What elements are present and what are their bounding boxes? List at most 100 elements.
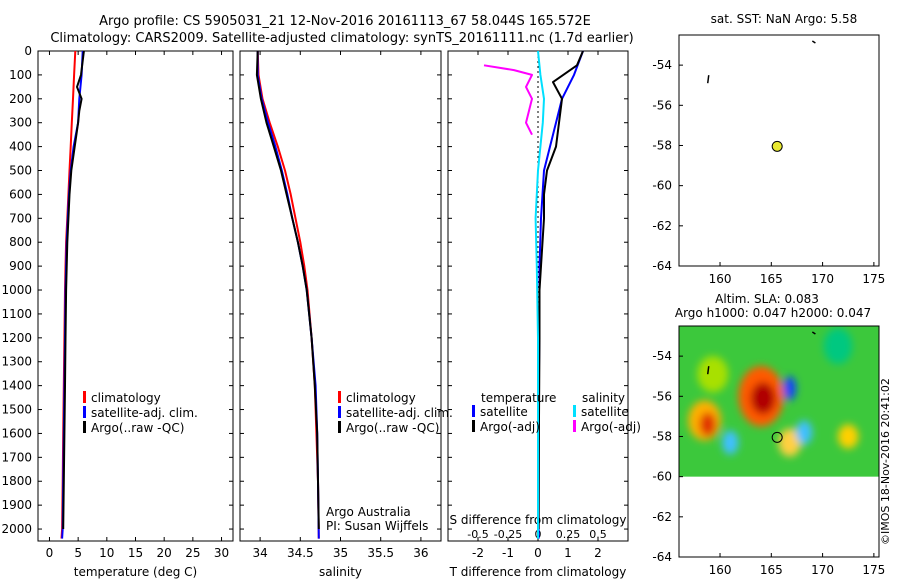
temperature-legend-swatch (83, 421, 86, 433)
imos-watermark: ©IMOS 18-Nov-2016 20:41:02 (879, 378, 892, 545)
difference-legend-swatch (573, 405, 576, 417)
plots-group: 0100200300400500600700800900100011001200… (1, 12, 885, 579)
temperature-ytick-label: 600 (9, 187, 32, 201)
sla-map-ytick-label: -58 (652, 429, 672, 443)
temperature-xtick-label: 25 (185, 546, 200, 560)
sla-map-anomaly-blob (697, 356, 729, 393)
sla-map-anomaly-blob (778, 428, 802, 457)
sla-map-blobs (688, 328, 859, 457)
temperature-ytick-label: 1000 (1, 283, 32, 297)
figure-title-line2: Climatology: CARS2009. Satellite-adjuste… (50, 31, 633, 46)
sst-map-island-glyph (811, 40, 816, 44)
sla-map-xtick-label: 170 (811, 563, 834, 577)
sst-map-ytick-label: -54 (652, 58, 672, 72)
sla-map-ytick-label: -54 (652, 349, 672, 363)
difference-xtick-label: 1 (564, 546, 572, 560)
difference-legend-entry: Argo(-adj) (480, 420, 540, 434)
salinity-legend-entry: satellite-adj. clim. (346, 406, 453, 420)
temperature-xlabel: temperature (deg C) (74, 565, 197, 579)
salinity-legend-swatch (338, 406, 341, 418)
sst-map-xtick-label: 160 (709, 272, 732, 286)
temperature-xtick-label: 0 (46, 546, 54, 560)
temperature-ytick-label: 700 (9, 211, 32, 225)
salinity-xtick-label: 34.5 (287, 546, 314, 560)
temperature-ytick-label: 1700 (1, 450, 32, 464)
temperature-legend-entry: climatology (91, 391, 161, 405)
difference-legend-entry: Argo(-adj) (581, 420, 641, 434)
s-xtick-label: 0.5 (589, 528, 607, 541)
temperature-panel: 0100200300400500600700800900100011001200… (1, 44, 234, 579)
sst-map-title: sat. SST: NaN Argo: 5.58 (711, 12, 858, 26)
sst-map-ytick-label: -62 (652, 219, 672, 233)
sla-map-anomaly-blob (699, 412, 716, 437)
sla-map-ytick-label: -56 (652, 389, 672, 403)
difference-series-t-satellite (537, 50, 584, 539)
legend-temperature-title: temperature (481, 391, 556, 405)
s-xtick-label: -0.5 (467, 528, 488, 541)
difference-legend-entry: satellite (581, 405, 629, 419)
temperature-legend-entry: Argo(..raw -QC) (91, 421, 184, 435)
sla-map-anomaly-blob (837, 424, 859, 449)
salinity-annotation: Argo Australia (326, 505, 411, 519)
sst-map-ytick-label: -56 (652, 98, 672, 112)
sla-map-xtick-label: 175 (862, 563, 885, 577)
temperature-ytick-label: 1400 (1, 379, 32, 393)
temperature-ytick-label: 400 (9, 140, 32, 154)
salinity-legend-entry: climatology (346, 391, 416, 405)
difference-series-s-argo-adj- (483, 64, 533, 136)
temperature-xtick-label: 30 (214, 546, 229, 560)
sla-map-ytick-label: -64 (652, 550, 672, 564)
temperature-ytick-label: 100 (9, 68, 32, 82)
sst-map-panel: 160 165 170 175 -54 -56 -58 -60 -62 -64 sat. SST: … (652, 12, 885, 286)
salinity-xlabel: salinity (319, 565, 362, 579)
sla-map-title-line1: Altim. SLA: 0.083 (715, 292, 819, 306)
temperature-axes-frame (37, 50, 234, 542)
sla-map-ytick-label: -62 (652, 510, 672, 524)
salinity-xtick-label: 36 (413, 546, 428, 560)
legend-salinity-title: salinity (582, 391, 625, 405)
temperature-ytick-label: 1300 (1, 355, 32, 369)
sla-map-anomaly-blob (783, 376, 796, 401)
sla-map-axes-frame (678, 325, 880, 558)
difference-series-t-argo-adj- (537, 50, 584, 530)
temperature-ytick-label: 200 (9, 92, 32, 106)
difference-panel: -2 -1 0 1 2 T difference from climatology -0.5… (447, 50, 641, 579)
sla-map-anomaly-blob (750, 382, 776, 415)
difference-legend-swatch (472, 420, 475, 432)
salinity-legend-swatch (338, 391, 341, 403)
salinity-xtick-label: 35.5 (367, 546, 394, 560)
sla-map-xtick-label: 160 (709, 563, 732, 577)
sla-map-anomaly-blob (795, 420, 813, 445)
temperature-ytick-label: 0 (24, 44, 32, 58)
temperature-xtick-label: 20 (157, 546, 172, 560)
temperature-legend-swatch (83, 391, 86, 403)
sst-map-island-glyph (706, 75, 710, 84)
sla-map-island-glyph (811, 331, 816, 335)
temperature-ytick-label: 1500 (1, 403, 32, 417)
temperature-series-argo-raw-qc- (62, 50, 85, 530)
sla-map-field (679, 326, 879, 477)
difference-legend-swatch (573, 420, 576, 432)
difference-legend-entry: satellite (480, 405, 528, 419)
sst-map-ytick-label: -58 (652, 138, 672, 152)
temperature-ytick-label: 2000 (1, 522, 32, 536)
temperature-legend-entry: satellite-adj. clim. (91, 406, 198, 420)
sla-map-argo-marker (771, 431, 783, 443)
sla-map-title-line2: Argo h1000: 0.047 h2000: 0.047 (675, 306, 871, 320)
difference-series-s-satellite (534, 50, 545, 539)
figure-title-line1: Argo profile: CS 5905031_21 12-Nov-2016 … (99, 14, 591, 29)
sla-map-ytick-label: -60 (652, 470, 672, 484)
sla-map-anomaly-blob (722, 430, 739, 455)
sst-map-xtick-label: 175 (862, 272, 885, 286)
sst-map-xtick-label: 165 (760, 272, 783, 286)
temperature-ytick-label: 1900 (1, 498, 32, 512)
salinity-legend-entry: Argo(..raw -QC) (346, 421, 439, 435)
temperature-ytick-label: 1800 (1, 474, 32, 488)
temperature-xtick-label: 5 (74, 546, 82, 560)
salinity-panel: 34 34.5 35 35.5 36 salinity climatologysatelli… (239, 50, 453, 579)
sst-map-ytick-label: -64 (652, 259, 672, 273)
salinity-xtick-label: 34 (252, 546, 267, 560)
difference-xtick-label: 0 (534, 546, 542, 560)
sst-map-argo-marker (771, 140, 783, 152)
